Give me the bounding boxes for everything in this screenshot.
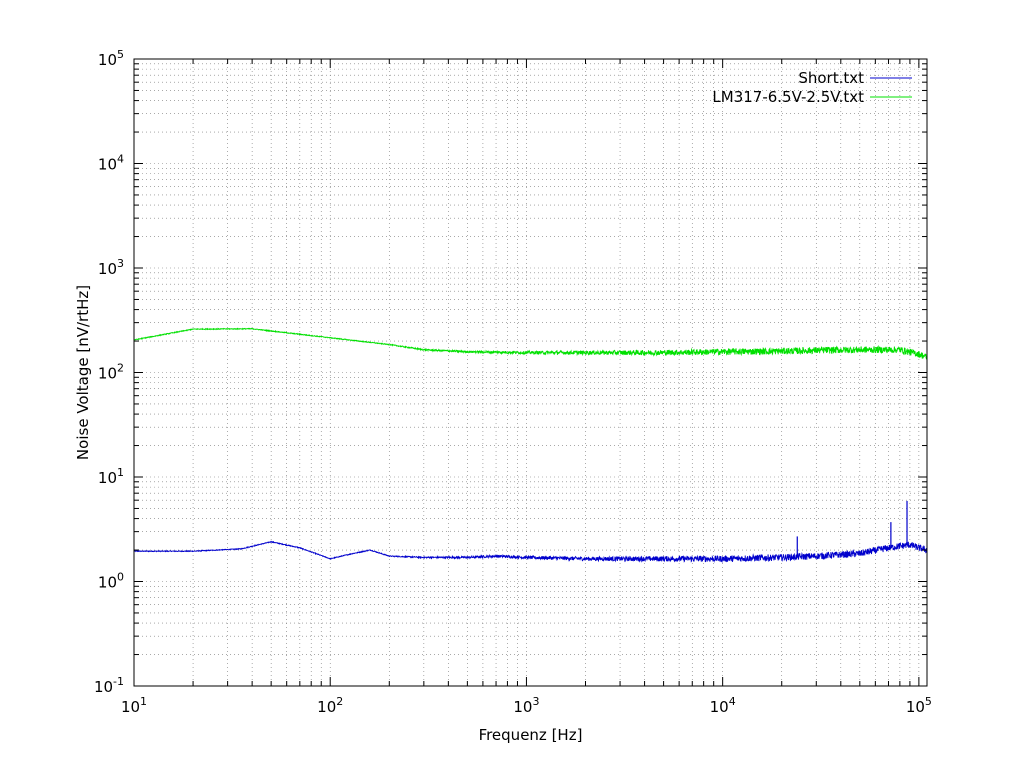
y-tick-label-base: 10	[98, 574, 117, 592]
x-tick-label-base: 10	[513, 698, 532, 716]
series-layer	[133, 327, 928, 564]
y-tick-label-base: 10	[98, 469, 117, 487]
x-tick-label-exponent: 2	[336, 695, 343, 708]
y-tick-label-base: 10	[98, 260, 117, 278]
legend-label-2: LM317-6.5V-2.5V.txt	[712, 88, 864, 106]
x-tick-label: 104	[710, 695, 736, 716]
y-tick-label-exponent: 2	[117, 362, 124, 375]
x-tick-label-exponent: 3	[532, 695, 539, 708]
x-tick-label: 103	[513, 695, 539, 716]
series-line-2	[133, 327, 928, 361]
y-tick-label: 102	[98, 362, 124, 383]
y-tick-label: 10-1	[94, 675, 124, 696]
y-tick-label-exponent: 4	[117, 153, 124, 166]
y-tick-label-base: 10	[98, 156, 117, 174]
y-tick-label-exponent: 1	[117, 466, 124, 479]
x-tick-label-base: 10	[317, 698, 336, 716]
y-tick-label-exponent: 5	[117, 48, 124, 61]
x-tick-label-base: 10	[121, 698, 140, 716]
x-tick-label-exponent: 1	[140, 695, 147, 708]
x-tick-label-base: 10	[710, 698, 729, 716]
axis-ticks	[133, 58, 927, 687]
y-tick-label-base: 10	[98, 365, 117, 383]
x-tick-label: 101	[121, 695, 147, 716]
grid	[133, 58, 927, 687]
x-axis-label: Frequenz [Hz]	[479, 726, 583, 744]
y-tick-label-exponent: -1	[113, 675, 124, 688]
legend-label-1: Short.txt	[798, 69, 864, 87]
y-tick-label: 100	[98, 571, 124, 592]
x-tick-label: 102	[317, 695, 343, 716]
series-line-1	[133, 540, 928, 564]
y-tick-label-exponent: 0	[117, 571, 124, 584]
y-tick-label-exponent: 3	[117, 257, 124, 270]
y-tick-label: 101	[98, 466, 124, 487]
y-tick-label: 104	[98, 153, 124, 174]
y-tick-label-base: 10	[98, 51, 117, 69]
x-tick-label-base: 10	[906, 698, 925, 716]
y-tick-label: 105	[98, 48, 124, 69]
y-axis-label: Noise Voltage [nV/rtHz]	[74, 285, 92, 460]
x-tick-label: 105	[906, 695, 932, 716]
x-tick-label-exponent: 4	[729, 695, 736, 708]
y-tick-label-base: 10	[94, 678, 113, 696]
x-tick-label-exponent: 5	[925, 695, 932, 708]
y-tick-label: 103	[98, 257, 124, 278]
